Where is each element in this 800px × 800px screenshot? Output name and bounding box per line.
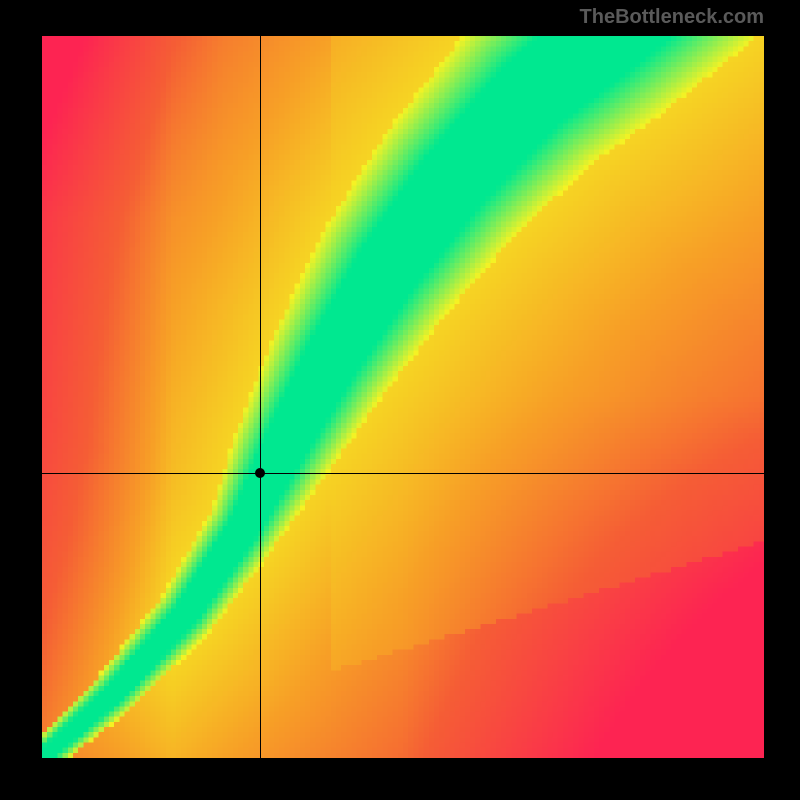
heatmap-canvas [42,36,764,758]
heatmap-plot [42,36,764,758]
watermark-text: TheBottleneck.com [580,6,764,29]
crosshair-vertical [260,36,261,758]
crosshair-horizontal [42,473,764,474]
crosshair-marker [255,468,265,478]
